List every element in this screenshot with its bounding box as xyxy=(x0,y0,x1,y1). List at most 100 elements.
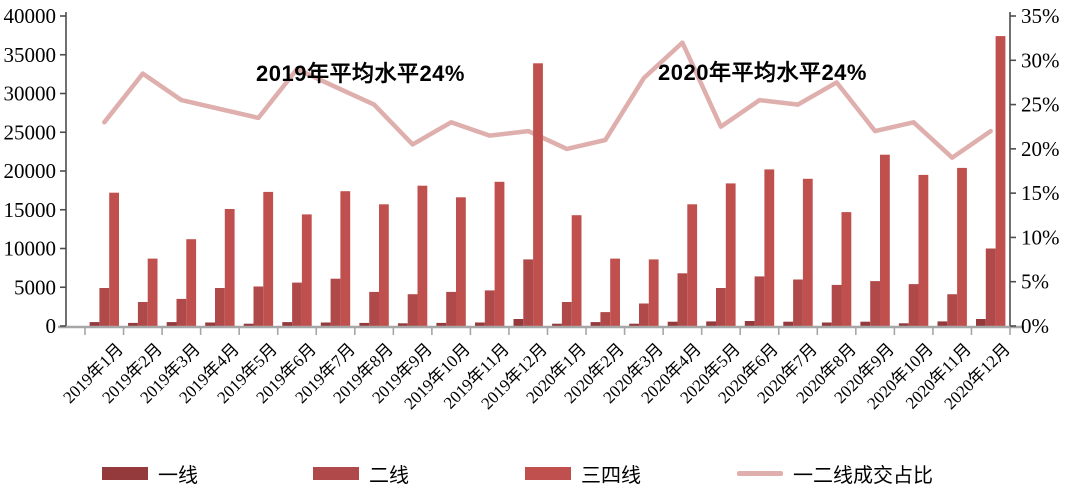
bar-一线 xyxy=(205,322,215,326)
y-axis-right-tick-label: 5% xyxy=(1021,270,1049,294)
bar-三四线 xyxy=(456,197,466,326)
annotation-2019-average: 2019年平均水平24% xyxy=(256,61,465,86)
bar-一线 xyxy=(976,319,986,326)
bar-二线 xyxy=(831,284,842,326)
bar-三四线 xyxy=(764,169,775,326)
bar-二线 xyxy=(985,248,996,326)
bar-一线 xyxy=(744,321,755,326)
bar-二线 xyxy=(253,286,264,326)
bar-二线 xyxy=(484,290,495,326)
bar-二线 xyxy=(793,279,803,326)
bar-三四线 xyxy=(802,178,813,327)
bar-二线 xyxy=(369,291,379,326)
y-axis-right-tick-label: 0% xyxy=(1021,314,1049,338)
legend-color-swatch xyxy=(102,466,148,480)
bar-三四线 xyxy=(610,258,620,326)
bar-一线 xyxy=(436,322,447,326)
bar-三四线 xyxy=(533,63,543,327)
bar-三四线 xyxy=(263,191,274,326)
bar-三四线 xyxy=(995,36,1006,326)
bar-一线 xyxy=(282,322,293,326)
bar-三四线 xyxy=(147,258,158,326)
legend-item-一线: 一线 xyxy=(102,458,198,488)
bar-二线 xyxy=(137,302,148,326)
bar-三四线 xyxy=(687,204,698,326)
combo-chart-plot: 0 5000 10000 15000 20000 25000 30000 35000 40000… xyxy=(4,4,1060,338)
bar-三四线 xyxy=(494,181,505,326)
legend-label: 三四线 xyxy=(581,464,641,487)
bar-一线 xyxy=(937,321,948,326)
line-series xyxy=(102,40,993,160)
bar-二线 xyxy=(176,298,187,326)
bar-一线 xyxy=(590,322,601,326)
bar-一线 xyxy=(166,322,177,326)
bar-一线 xyxy=(898,323,909,326)
bar-二线 xyxy=(947,294,958,326)
bar-二线 xyxy=(639,303,649,326)
y-axis-left-tick-label: 20000 xyxy=(4,159,57,183)
bar-一线 xyxy=(552,323,562,326)
y-axis-right-tick-label: 20% xyxy=(1021,137,1060,161)
y-axis-left-tick-label: 15000 xyxy=(4,198,57,222)
y-axis-right-tick-label: 10% xyxy=(1021,225,1060,249)
bar-二线 xyxy=(446,291,456,326)
legend-line-marker xyxy=(737,470,783,476)
bar-一线 xyxy=(128,322,138,326)
bar-二线 xyxy=(677,273,688,326)
legend-color-swatch xyxy=(525,466,571,480)
bar-二线 xyxy=(716,288,726,326)
y-axis-left-tick-label: 0 xyxy=(46,314,57,338)
bar-二线 xyxy=(215,288,225,326)
bar-二线 xyxy=(523,259,534,326)
bar-二线 xyxy=(99,288,110,326)
bar-一线 xyxy=(397,323,408,326)
legend-label: 一线 xyxy=(158,464,198,487)
bar-三四线 xyxy=(224,209,235,326)
legend-label: 一二线成交占比 xyxy=(793,464,933,487)
bar-二线 xyxy=(870,281,880,326)
bar-三四线 xyxy=(841,212,852,326)
y-axis-left-tick-label: 10000 xyxy=(4,237,57,261)
bar-三四线 xyxy=(725,183,736,326)
bar-三四线 xyxy=(340,191,351,326)
legend: 一线 二线 三四线 一二线成交占比 xyxy=(0,458,1080,488)
bar-三四线 xyxy=(417,185,428,326)
bar-三四线 xyxy=(648,259,659,326)
bar-三四线 xyxy=(379,204,389,326)
bar-二线 xyxy=(754,276,765,326)
y-axis-left-tick-label: 25000 xyxy=(4,120,57,144)
bar-二线 xyxy=(561,302,572,326)
bar-一线 xyxy=(359,322,370,326)
y-axis-right-tick-label: 25% xyxy=(1021,93,1060,117)
y-axis-right-tick-label: 35% xyxy=(1021,4,1060,28)
bar-二线 xyxy=(407,294,418,326)
bar-一线 xyxy=(320,322,331,326)
y-axis-left-tick-label: 30000 xyxy=(4,82,57,106)
bar-三四线 xyxy=(186,239,197,326)
y-axis-left-tick-label: 40000 xyxy=(4,4,57,28)
legend-item-三四线: 三四线 xyxy=(525,458,641,488)
legend-item-二线: 二线 xyxy=(313,458,409,488)
bar-一线 xyxy=(821,322,832,326)
bar-二线 xyxy=(600,312,611,326)
bar-一线 xyxy=(475,322,485,326)
bar-一线 xyxy=(667,321,678,326)
bar-三四线 xyxy=(957,167,967,326)
bar-一线 xyxy=(706,321,716,326)
y-axis-left-tick-label: 35000 xyxy=(4,43,57,67)
bar-二线 xyxy=(330,278,341,326)
bar-一线 xyxy=(243,323,254,326)
bar-三四线 xyxy=(109,192,119,326)
legend-label: 二线 xyxy=(369,464,409,487)
bar-一线 xyxy=(629,323,639,326)
bar-一线 xyxy=(783,321,794,326)
annotation-2020-average: 2020年平均水平24% xyxy=(658,60,867,85)
bar-一线 xyxy=(860,321,871,326)
y-axis-left-tick-label: 5000 xyxy=(14,275,56,299)
bar-三四线 xyxy=(301,214,312,326)
bar-一线 xyxy=(89,322,100,326)
bar-二线 xyxy=(292,282,302,326)
bar-三四线 xyxy=(571,215,582,326)
y-axis-right-tick-label: 15% xyxy=(1021,181,1060,205)
